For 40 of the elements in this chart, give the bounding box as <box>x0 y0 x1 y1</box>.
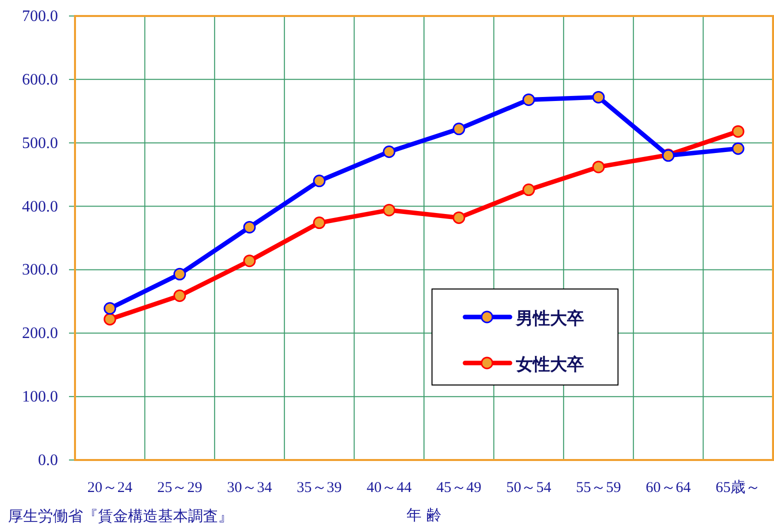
x-tick-label: 65歳～ <box>716 479 761 496</box>
y-tick-label: 400.0 <box>22 198 58 216</box>
x-tick-label: 35～39 <box>296 480 342 496</box>
x-tick-label: 60～64 <box>646 480 692 496</box>
point <box>522 184 535 196</box>
point <box>104 302 116 315</box>
x-tick-label: 25～29 <box>157 480 202 496</box>
x-tick-label: 45～49 <box>436 480 482 496</box>
point <box>592 160 605 174</box>
x-tick-label: 20～24 <box>87 480 133 496</box>
x-tick-label: 50～54 <box>506 480 552 496</box>
point <box>382 145 396 158</box>
x-tick-label: 55～59 <box>576 480 621 496</box>
y-tick-label: 200.0 <box>22 325 58 342</box>
y-tick-label: 0.0 <box>38 452 58 469</box>
point <box>592 90 605 104</box>
point <box>452 211 466 224</box>
legend-label: 男性大卒 <box>515 309 584 329</box>
point <box>452 122 466 136</box>
y-tick-label: 100.0 <box>22 388 58 406</box>
point <box>313 174 326 188</box>
point <box>173 268 186 280</box>
x-axis-title: 年 齢 <box>406 506 442 524</box>
point <box>732 142 744 155</box>
y-tick-label: 600.0 <box>22 71 58 88</box>
legend-label: 女性大卒 <box>515 355 584 375</box>
point <box>243 254 256 268</box>
y-tick-label: 700.0 <box>22 8 58 25</box>
x-tick-label: 30～34 <box>227 480 272 496</box>
point <box>732 125 744 138</box>
y-tick-label: 300.0 <box>22 262 58 279</box>
x-tick-label: 40～44 <box>366 480 412 496</box>
point <box>382 204 396 216</box>
point <box>313 216 326 230</box>
point <box>104 312 116 326</box>
point <box>243 220 256 234</box>
y-tick-label: 500.0 <box>22 134 58 152</box>
text: 厚生労働省『賃金構造基本調査』 <box>8 507 233 525</box>
point <box>522 93 535 106</box>
point <box>173 289 186 302</box>
